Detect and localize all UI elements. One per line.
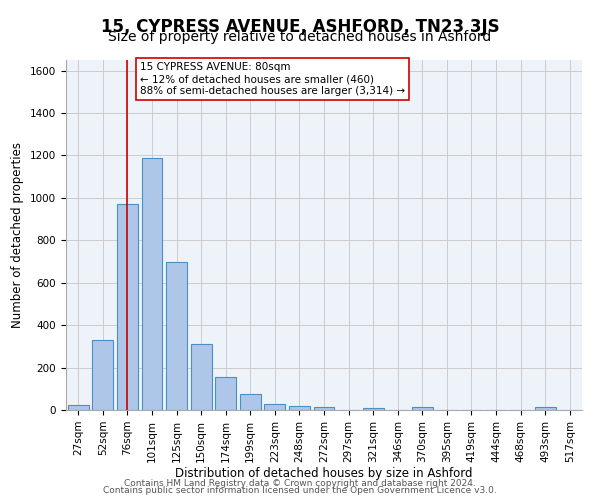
Bar xyxy=(166,262,187,410)
Text: Contains HM Land Registry data © Crown copyright and database right 2024.: Contains HM Land Registry data © Crown c… xyxy=(124,478,476,488)
Bar xyxy=(362,408,383,410)
Bar xyxy=(314,407,334,410)
Bar xyxy=(535,407,556,410)
Bar xyxy=(215,377,236,410)
Bar xyxy=(117,204,138,410)
Y-axis label: Number of detached properties: Number of detached properties xyxy=(11,142,25,328)
Bar xyxy=(289,406,310,410)
X-axis label: Distribution of detached houses by size in Ashford: Distribution of detached houses by size … xyxy=(175,468,473,480)
Bar xyxy=(265,404,286,410)
Bar xyxy=(68,404,89,410)
Text: Size of property relative to detached houses in Ashford: Size of property relative to detached ho… xyxy=(109,30,491,44)
Bar xyxy=(92,340,113,410)
Bar xyxy=(142,158,163,410)
Text: 15, CYPRESS AVENUE, ASHFORD, TN23 3JS: 15, CYPRESS AVENUE, ASHFORD, TN23 3JS xyxy=(101,18,499,36)
Text: Contains public sector information licensed under the Open Government Licence v3: Contains public sector information licen… xyxy=(103,486,497,495)
Text: 15 CYPRESS AVENUE: 80sqm
← 12% of detached houses are smaller (460)
88% of semi-: 15 CYPRESS AVENUE: 80sqm ← 12% of detach… xyxy=(140,62,405,96)
Bar xyxy=(240,394,261,410)
Bar xyxy=(412,407,433,410)
Bar xyxy=(191,344,212,410)
